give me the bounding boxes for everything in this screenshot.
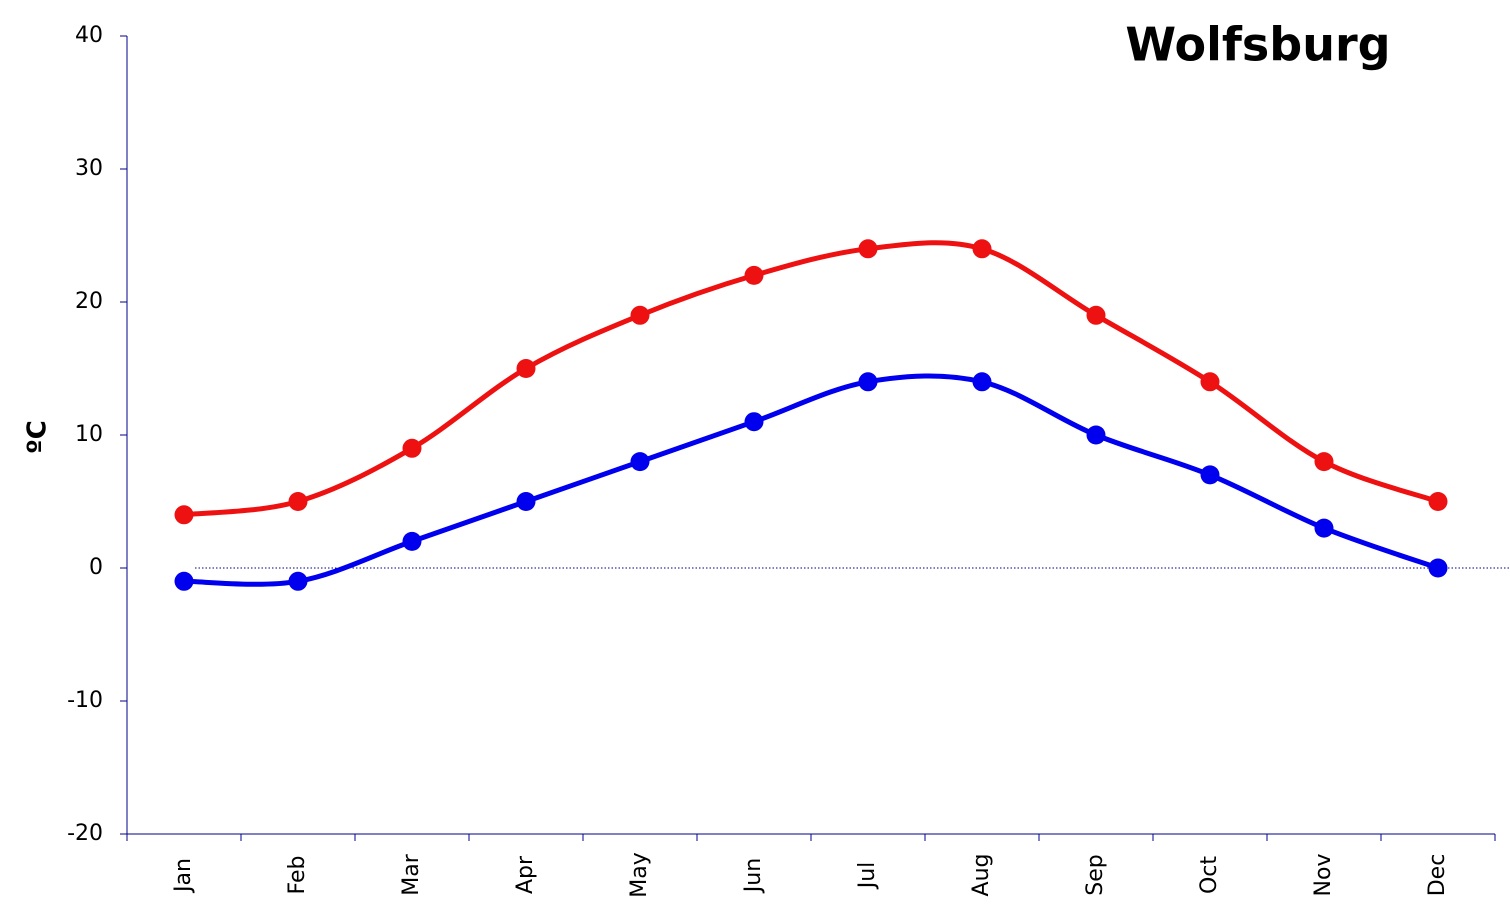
data-point: [1200, 372, 1220, 392]
data-point: [630, 452, 650, 472]
x-tick-label: Mar: [399, 853, 424, 895]
data-point: [402, 438, 422, 458]
data-point: [288, 492, 308, 511]
data-point: [1428, 492, 1448, 511]
x-tick-label: Dec: [1425, 854, 1450, 897]
data-point: [1086, 305, 1106, 325]
data-point: [972, 372, 992, 392]
x-tick-label: Jun: [741, 858, 766, 894]
data-point: [744, 412, 764, 432]
data-point: [174, 571, 194, 591]
x-tick-label: Sep: [1083, 854, 1108, 895]
y-tick-label: 30: [75, 156, 103, 181]
data-point: [972, 239, 992, 259]
y-tick-label: 20: [75, 289, 103, 314]
x-tick-label: Feb: [285, 856, 310, 895]
data-point: [288, 571, 308, 591]
data-point: [516, 359, 536, 378]
data-point: [630, 305, 650, 325]
data-point: [402, 531, 422, 551]
data-point: [1314, 518, 1334, 538]
series-line: [183, 373, 1439, 587]
data-point: [744, 265, 764, 285]
data-point: [858, 239, 878, 259]
x-tick-label: Aug: [969, 854, 994, 897]
y-tick-label: 10: [75, 422, 103, 447]
x-tick-label: Jan: [171, 858, 196, 894]
data-point: [858, 372, 878, 392]
y-axis-label: ºC: [23, 420, 53, 454]
y-tick-label: -20: [67, 821, 103, 846]
x-tick-label: Jul: [855, 862, 880, 891]
data-point: [1428, 558, 1448, 578]
y-tick-label: 40: [75, 23, 103, 48]
data-point: [1086, 425, 1106, 445]
y-tick-label: -10: [67, 688, 103, 713]
data-point: [174, 505, 194, 525]
data-point: [516, 492, 536, 511]
series-line: [183, 240, 1439, 518]
x-tick-label: Apr: [513, 855, 538, 894]
x-tick-label: Nov: [1311, 854, 1336, 897]
x-tick-label: May: [627, 852, 652, 897]
y-tick-label: 0: [89, 555, 103, 580]
x-tick-label: Oct: [1197, 856, 1222, 894]
chart-title: Wolfsburg: [1125, 18, 1390, 72]
data-point: [1200, 465, 1220, 485]
data-point: [1314, 452, 1334, 472]
